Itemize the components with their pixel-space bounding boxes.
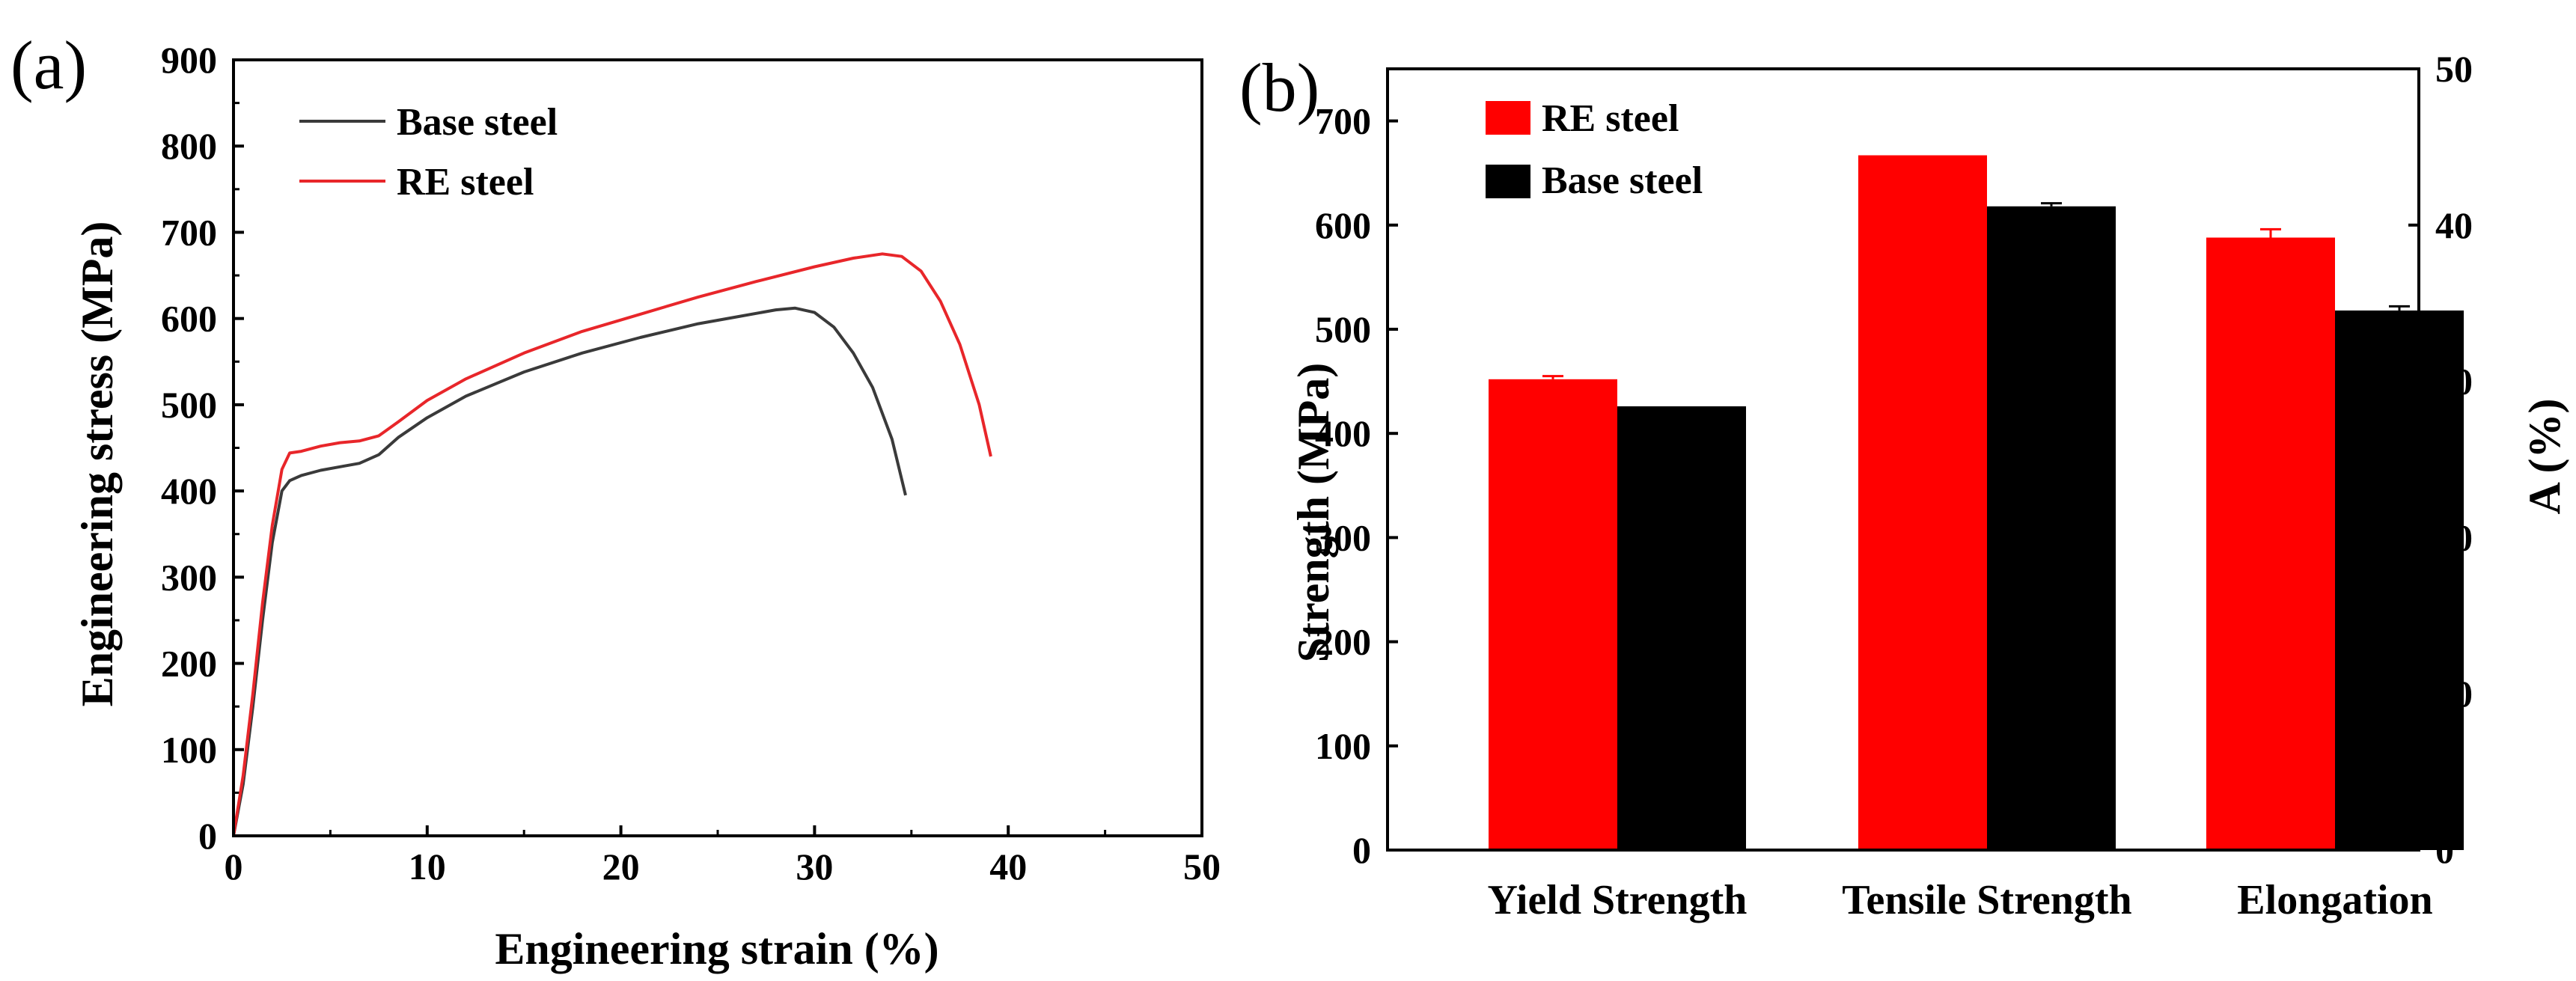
b-y-axis-label-left: Strength (MPa) bbox=[1289, 363, 1338, 663]
legend-swatch-base-steel bbox=[1486, 165, 1530, 198]
series-line-base-steel bbox=[232, 306, 907, 837]
panel-label-a: (a) bbox=[10, 27, 87, 103]
b-category-label: Tensile Strength bbox=[1842, 877, 2131, 923]
bar-chart-panel: (b) 010020030040050060070001020304050 Yi… bbox=[1239, 48, 2569, 923]
b-bars-group: Yield Strength Tensile Strength Elongation bbox=[1488, 155, 2464, 923]
series-line-re-steel bbox=[232, 252, 992, 837]
a-y-axis-label: Engineering stress (MPa) bbox=[73, 221, 122, 707]
b-y-axis-label-right: A (%) bbox=[2520, 399, 2569, 515]
panel-label-b: (b) bbox=[1239, 49, 1319, 126]
a-x-tick-label: 30 bbox=[796, 846, 833, 887]
bar-re-steel-tensile-strength bbox=[1858, 155, 1987, 850]
legend-label-base-steel-b: Base steel bbox=[1542, 159, 1703, 202]
a-x-tick-label: 0 bbox=[225, 846, 243, 887]
legend-label-base-steel: Base steel bbox=[397, 101, 558, 144]
a-x-tick-label: 20 bbox=[602, 846, 640, 887]
b-y-tick-label: 0 bbox=[1352, 829, 1371, 871]
b-y-tick-label: 400 bbox=[1315, 412, 1371, 454]
a-y-tick-label: 200 bbox=[161, 643, 217, 685]
b-y-right-tick-label: 40 bbox=[2435, 204, 2473, 246]
a-x-tick-label: 10 bbox=[409, 846, 446, 887]
legend-label-re-steel-b: RE steel bbox=[1542, 97, 1679, 140]
bar-base-steel-yield-strength bbox=[1617, 406, 1746, 850]
a-y-tick-label: 100 bbox=[161, 729, 217, 771]
a-x-axis-label: Engineering strain (%) bbox=[495, 924, 938, 974]
a-x-tick-label: 40 bbox=[989, 846, 1027, 887]
a-ticks: 0 100 200 300 400 500 600 700 800 900 0 10 20 30 40 50 bbox=[161, 39, 1221, 887]
line-chart-panel: (a) 0 100 200 300 400 500 600 700 800 900 0 10 20 30 4… bbox=[10, 27, 1221, 974]
a-y-tick-label: 300 bbox=[161, 556, 217, 598]
b-y-tick-label: 600 bbox=[1315, 204, 1371, 246]
b-y-right-tick-label: 50 bbox=[2435, 48, 2473, 90]
b-legend: RE steel Base steel bbox=[1486, 97, 1703, 202]
b-y-tick-label: 200 bbox=[1315, 621, 1371, 663]
bar-base-steel-tensile-strength bbox=[1987, 206, 2116, 850]
a-plot-frame bbox=[232, 58, 1203, 837]
a-y-tick-label: 600 bbox=[161, 298, 217, 340]
a-legend: Base steel RE steel bbox=[299, 101, 558, 204]
bar-re-steel-elongation bbox=[2206, 237, 2335, 850]
b-y-tick-label: 300 bbox=[1315, 516, 1371, 558]
a-y-tick-label: 400 bbox=[161, 470, 217, 512]
a-series-group bbox=[232, 252, 992, 837]
legend-label-re-steel: RE steel bbox=[397, 161, 534, 204]
a-x-tick-label: 50 bbox=[1183, 846, 1221, 887]
a-y-tick-label: 800 bbox=[161, 125, 217, 167]
bar-re-steel-yield-strength bbox=[1489, 379, 1617, 850]
b-y-tick-label: 100 bbox=[1315, 725, 1371, 767]
a-y-tick-label: 0 bbox=[198, 815, 217, 857]
b-category-label: Elongation bbox=[2237, 877, 2432, 923]
bar-base-steel-elongation bbox=[2335, 310, 2464, 851]
a-y-tick-label: 500 bbox=[161, 384, 217, 426]
b-y-tick-label: 500 bbox=[1315, 308, 1371, 350]
a-y-tick-label: 900 bbox=[161, 39, 217, 81]
b-plot-frame bbox=[1386, 67, 2420, 852]
a-y-tick-label: 700 bbox=[161, 211, 217, 253]
b-category-label: Yield Strength bbox=[1488, 877, 1748, 923]
legend-swatch-re-steel bbox=[1486, 101, 1530, 135]
b-y-tick-label: 700 bbox=[1315, 100, 1371, 142]
